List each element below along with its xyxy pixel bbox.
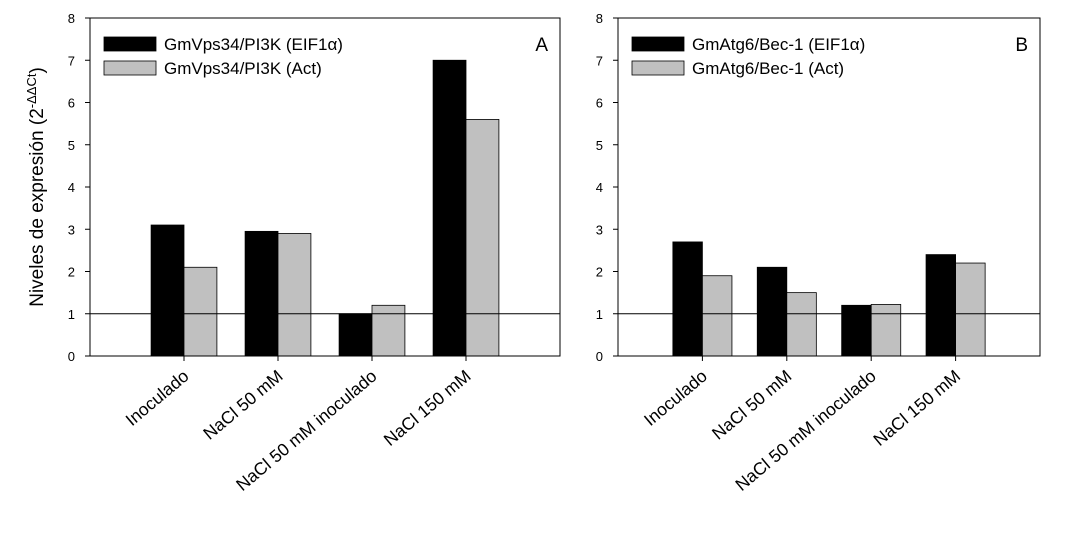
bar-series1-3 (338, 313, 373, 357)
bar-series2-3 (371, 304, 406, 357)
y-tick-label: 8 (68, 11, 75, 26)
bar-series2-2 (786, 292, 817, 357)
bar-series2-4 (465, 119, 500, 357)
x-tick-label: Inoculado (122, 366, 193, 430)
y-tick-label: 1 (68, 307, 75, 322)
y-tick-label: 4 (596, 180, 603, 195)
legend-label-2: GmVps34/PI3K (Act) (164, 59, 322, 78)
panel-label: B (1015, 35, 1028, 56)
x-tick-label: NaCl 50 mM (708, 366, 795, 444)
y-tick-label: 7 (68, 53, 75, 68)
legend-swatch-1 (103, 36, 157, 52)
y-tick-label: 7 (596, 53, 603, 68)
bar-series1-1 (672, 241, 703, 357)
legend-swatch-2 (103, 60, 157, 76)
legend-swatch-1 (631, 36, 685, 52)
x-tick-label: NaCl 50 mM inoculado (731, 366, 879, 495)
bar-series1-1 (150, 224, 185, 357)
y-axis-label: Niveles de expresión (2-ΔΔCt) (24, 67, 48, 307)
x-tick-label: NaCl 150 mM (380, 366, 475, 450)
bar-series2-1 (183, 266, 218, 357)
y-tick-label: 3 (596, 222, 603, 237)
panel-label: A (535, 35, 548, 56)
legend-label-1: GmVps34/PI3K (EIF1α) (164, 35, 343, 54)
y-tick-label: 1 (596, 307, 603, 322)
y-tick-label: 0 (596, 349, 603, 364)
bar-series1-3 (841, 304, 872, 357)
plot-frame (617, 17, 1041, 357)
bar-series1-4 (925, 254, 956, 357)
bar-series1-2 (244, 230, 279, 357)
plot-frame (89, 17, 561, 357)
bar-series2-4 (955, 262, 986, 357)
legend-label-2: GmAtg6/Bec-1 (Act) (692, 59, 844, 78)
bar-series2-2 (277, 233, 312, 357)
legend-label-1: GmAtg6/Bec-1 (EIF1α) (692, 35, 865, 54)
y-tick-label: 0 (68, 349, 75, 364)
y-tick-label: 5 (596, 138, 603, 153)
y-axis-label-superscript: -ΔΔCt (24, 73, 39, 108)
bar-series1-4 (432, 59, 467, 357)
x-tick-label: NaCl 150 mM (869, 366, 964, 450)
y-tick-label: 2 (596, 265, 603, 280)
y-tick-label: 6 (596, 96, 603, 111)
legend-swatch-2 (631, 60, 685, 76)
y-tick-label: 5 (68, 138, 75, 153)
y-tick-label: 8 (596, 11, 603, 26)
x-tick-label: NaCl 50 mM (199, 366, 286, 444)
y-tick-label: 2 (68, 265, 75, 280)
y-tick-label: 6 (68, 96, 75, 111)
y-tick-label: 4 (68, 180, 75, 195)
bar-series2-1 (702, 275, 733, 357)
y-tick-label: 3 (68, 222, 75, 237)
bar-series1-2 (756, 266, 788, 357)
bar-series2-3 (870, 304, 902, 357)
x-tick-label: Inoculado (640, 366, 711, 430)
